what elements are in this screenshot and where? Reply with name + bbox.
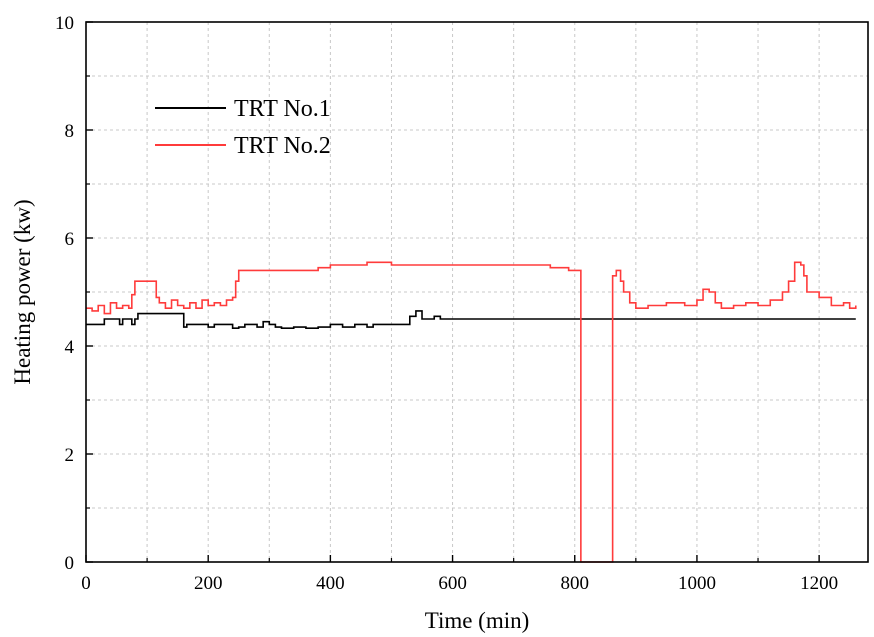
y-tick-label: 4 [65,337,75,358]
y-tick-label: 0 [65,553,75,574]
legend: TRT No.1 TRT No.2 [155,96,331,159]
x-tick-label: 1000 [678,573,716,594]
series-layer [86,261,857,563]
x-axis-title: Time (min) [425,608,530,633]
x-tick-label: 400 [316,573,345,594]
x-tick-label: 600 [438,573,467,594]
grid [86,22,868,562]
axes [85,21,869,563]
x-tick-label: 1200 [800,573,838,594]
x-tick-label: 200 [194,573,223,594]
legend-label-trt-no2: TRT No.2 [234,133,331,159]
y-tick-label: 6 [65,229,75,250]
x-tick-label: 0 [81,573,91,594]
legend-label-trt-no1: TRT No.1 [234,96,331,122]
y-tick-label: 10 [55,13,74,34]
y-tick-label: 2 [65,445,75,466]
series-line-trt-no2 [86,261,857,563]
tick-labels: 0 200 400 600 800 1000 1200 0 2 4 6 8 10 [55,13,838,594]
x-tick-label: 800 [561,573,590,594]
y-tick-label: 8 [65,121,75,142]
y-axis-title: Heating power (kw) [10,199,35,384]
series-line-trt-no1 [86,310,856,329]
